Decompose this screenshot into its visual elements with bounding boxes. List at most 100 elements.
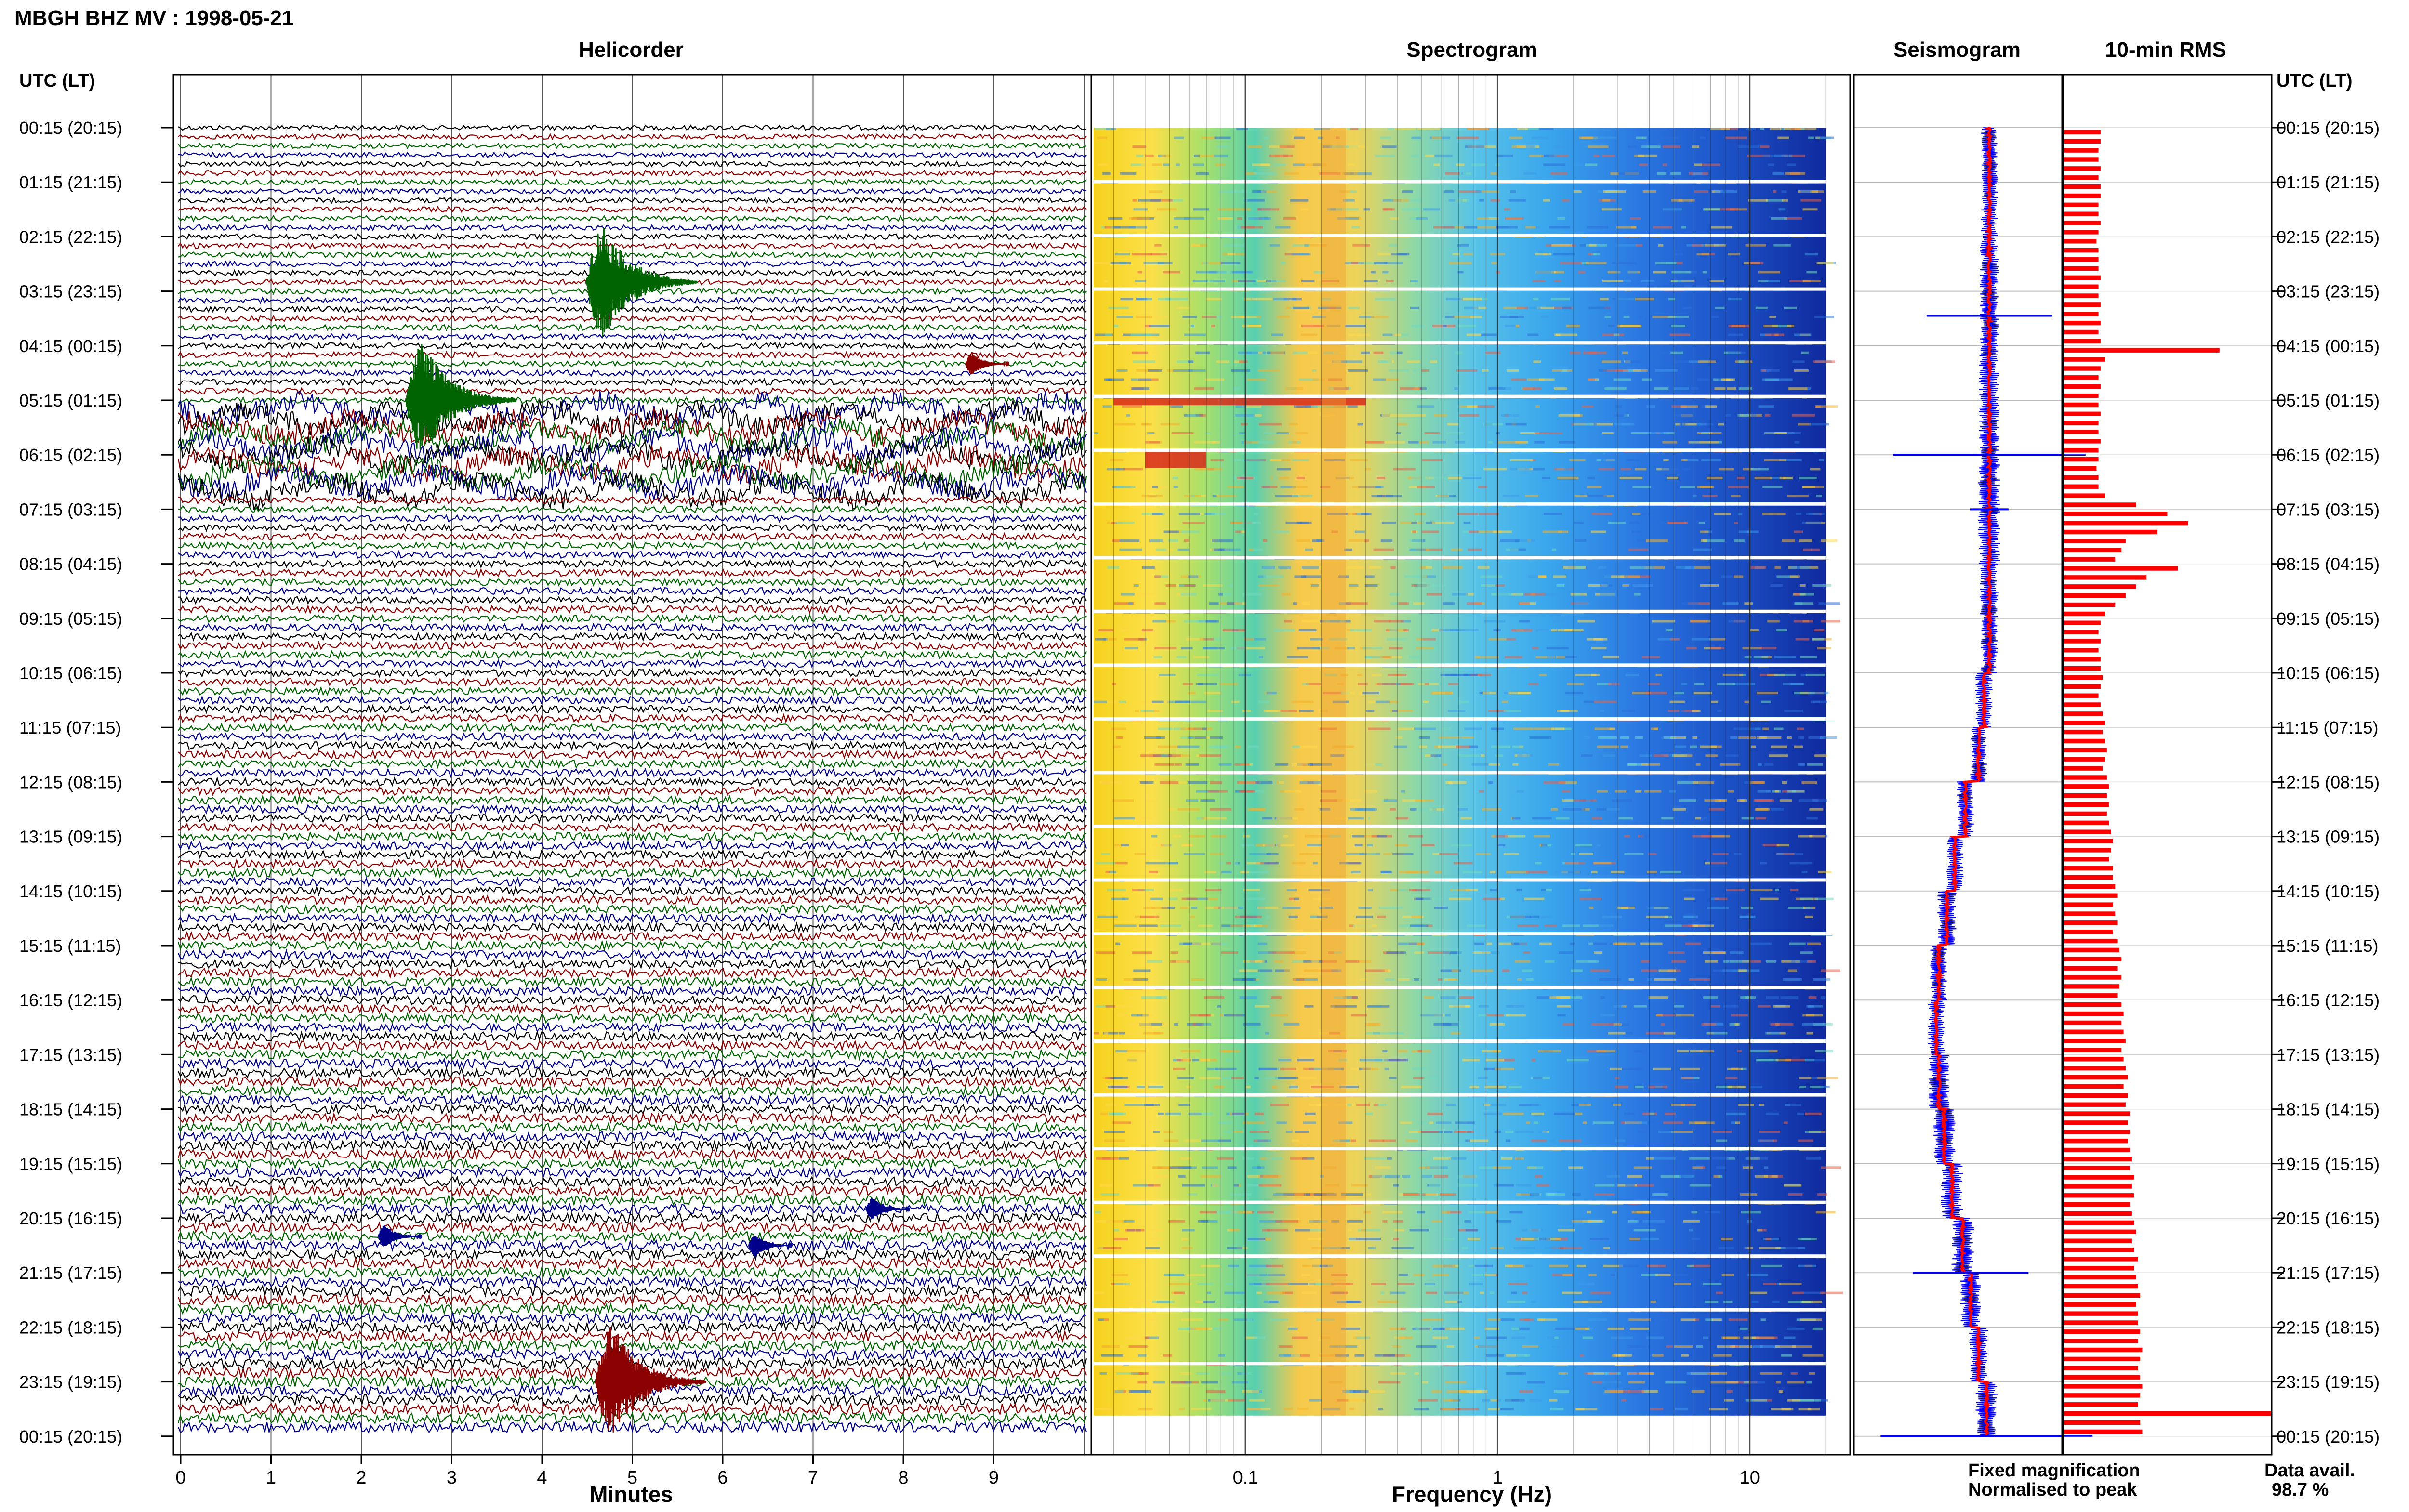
spectrogram-cell xyxy=(1521,1193,1540,1196)
spectrogram-cell xyxy=(1135,710,1139,712)
spectrogram-cell xyxy=(1387,673,1407,676)
spectrogram-cell xyxy=(1147,960,1163,963)
spectrogram-cell xyxy=(1613,1023,1622,1026)
spectrogram-cell xyxy=(1136,593,1155,596)
spectrogram-cell xyxy=(1364,1157,1387,1160)
rms-normalised-bar xyxy=(2063,521,2188,526)
spectrogram-cell xyxy=(1681,468,1690,471)
spectrogram-cell xyxy=(1426,924,1433,927)
spectrogram-cell xyxy=(1506,1354,1516,1357)
spectrogram-cell xyxy=(1467,924,1486,927)
spectrogram-cell xyxy=(1187,414,1196,417)
rms-normalised-bar xyxy=(2063,1266,2134,1271)
spectrogram-cell xyxy=(1702,271,1707,274)
spectrogram-cell xyxy=(1364,280,1378,282)
spectrogram-cell xyxy=(1125,1336,1137,1339)
spectrogram-cell xyxy=(1755,808,1768,811)
spectrogram-cell xyxy=(1148,325,1170,327)
spectrogram-cell xyxy=(1284,790,1301,793)
spectrogram-cell xyxy=(1289,1086,1298,1088)
spectrogram-cell xyxy=(1214,1086,1224,1088)
spectrogram-cell xyxy=(1575,1327,1588,1330)
spectrogram-cell xyxy=(1263,575,1284,578)
spectrogram-cell xyxy=(1184,620,1201,623)
spectrogram-cell xyxy=(1131,387,1150,390)
spectrogram-cell xyxy=(1132,253,1152,256)
spectrogram-cell xyxy=(1611,1274,1615,1276)
spectrogram-cell xyxy=(1538,1050,1561,1052)
spectrogram-cell xyxy=(1493,530,1512,533)
rms-normalised-bar xyxy=(2063,1002,2122,1007)
spectrogram-cell xyxy=(1121,629,1130,631)
spectrogram-cell xyxy=(1564,629,1584,631)
spectrogram-cell xyxy=(1148,369,1162,372)
helicorder-trace xyxy=(177,921,1087,933)
spectrogram-cell xyxy=(1244,1336,1257,1339)
spectrogram-cell xyxy=(1133,1184,1154,1187)
spectrogram-cell xyxy=(1325,907,1333,909)
spectrogram-cell xyxy=(1785,1104,1801,1106)
spectrogram-cell xyxy=(1690,745,1697,748)
spectrogram-cell xyxy=(1361,351,1370,354)
spectrogram-cell xyxy=(1463,172,1472,175)
panel-frame xyxy=(1090,74,1851,1456)
spectrogram-cell xyxy=(1095,1005,1114,1008)
spectrogram-cell xyxy=(1425,1193,1438,1196)
rms-normalised-bar xyxy=(2063,1275,2136,1280)
spectrogram-cell xyxy=(1589,423,1613,426)
helicorder-trace xyxy=(178,434,1087,475)
helicorder-trace xyxy=(177,1148,1087,1161)
spectrogram-cell xyxy=(1202,262,1209,264)
spectrogram-cell xyxy=(1248,217,1269,220)
spectrogram-cell xyxy=(1192,280,1208,282)
spectrogram-cell xyxy=(1410,808,1417,811)
spectrogram-cell xyxy=(1171,432,1194,434)
spectrogram-cell xyxy=(1278,1345,1293,1348)
spectrogram-cell xyxy=(1608,521,1626,524)
spectrogram-cell xyxy=(1336,208,1359,211)
spectrogram-cell xyxy=(1358,960,1372,963)
helicorder-trace xyxy=(178,214,1087,223)
rms-normalised-bar xyxy=(2063,548,2122,552)
rms-normalised-bar xyxy=(2063,1238,2132,1243)
spectrogram-cell xyxy=(1349,584,1359,587)
spectrogram-cell xyxy=(1106,128,1113,130)
spectrogram-cell xyxy=(1191,244,1200,247)
spectrogram-cell xyxy=(1211,325,1215,327)
spectrogram-cell xyxy=(1591,647,1607,650)
spectrogram-cell xyxy=(1118,1032,1125,1035)
spectrogram-cell xyxy=(1163,163,1170,166)
spectrogram-cell xyxy=(1738,360,1745,363)
rms-normalised-bar xyxy=(2063,375,2099,380)
spectrogram-cell xyxy=(1805,253,1818,256)
spectrogram-cell xyxy=(1737,414,1751,417)
spectrogram-cell xyxy=(1364,575,1375,578)
spectrogram-cell xyxy=(1350,629,1372,631)
spectrogram-cell xyxy=(1255,1005,1270,1008)
rms-normalised-bar xyxy=(2063,566,2178,571)
spectrogram-cell xyxy=(1141,629,1153,631)
spectrogram-cell xyxy=(1376,700,1390,703)
spectrogram-cell xyxy=(1154,244,1162,247)
spectrogram-cell xyxy=(1445,172,1460,175)
spectrogram-cell xyxy=(1200,1059,1210,1062)
spectrogram-cell xyxy=(1348,333,1370,336)
spectrogram-cell xyxy=(1558,656,1577,658)
spectrogram-cell xyxy=(1615,942,1626,945)
spectrogram-cell xyxy=(1710,1005,1720,1008)
time-tick-label: 02:15 (22:15) xyxy=(2277,227,2380,247)
spectrogram-cell xyxy=(1230,521,1243,524)
spectrogram-cell xyxy=(1488,781,1493,784)
spectrogram-cell xyxy=(1314,128,1330,130)
spectrogram-cell xyxy=(1701,432,1711,434)
spectrogram-cell xyxy=(1398,924,1421,927)
spectrogram-cell xyxy=(1234,271,1253,274)
spectrogram-cell xyxy=(1658,244,1664,247)
helicorder-trace xyxy=(178,1112,1087,1125)
rms-normalised-bar xyxy=(2063,648,2099,653)
spectrogram-cell xyxy=(1111,727,1126,730)
spectrogram-cell xyxy=(1745,1211,1761,1214)
spectrogram-cell xyxy=(1642,136,1647,139)
spectrogram-cell xyxy=(1362,1067,1373,1070)
spectrogram-cell xyxy=(1594,951,1602,954)
